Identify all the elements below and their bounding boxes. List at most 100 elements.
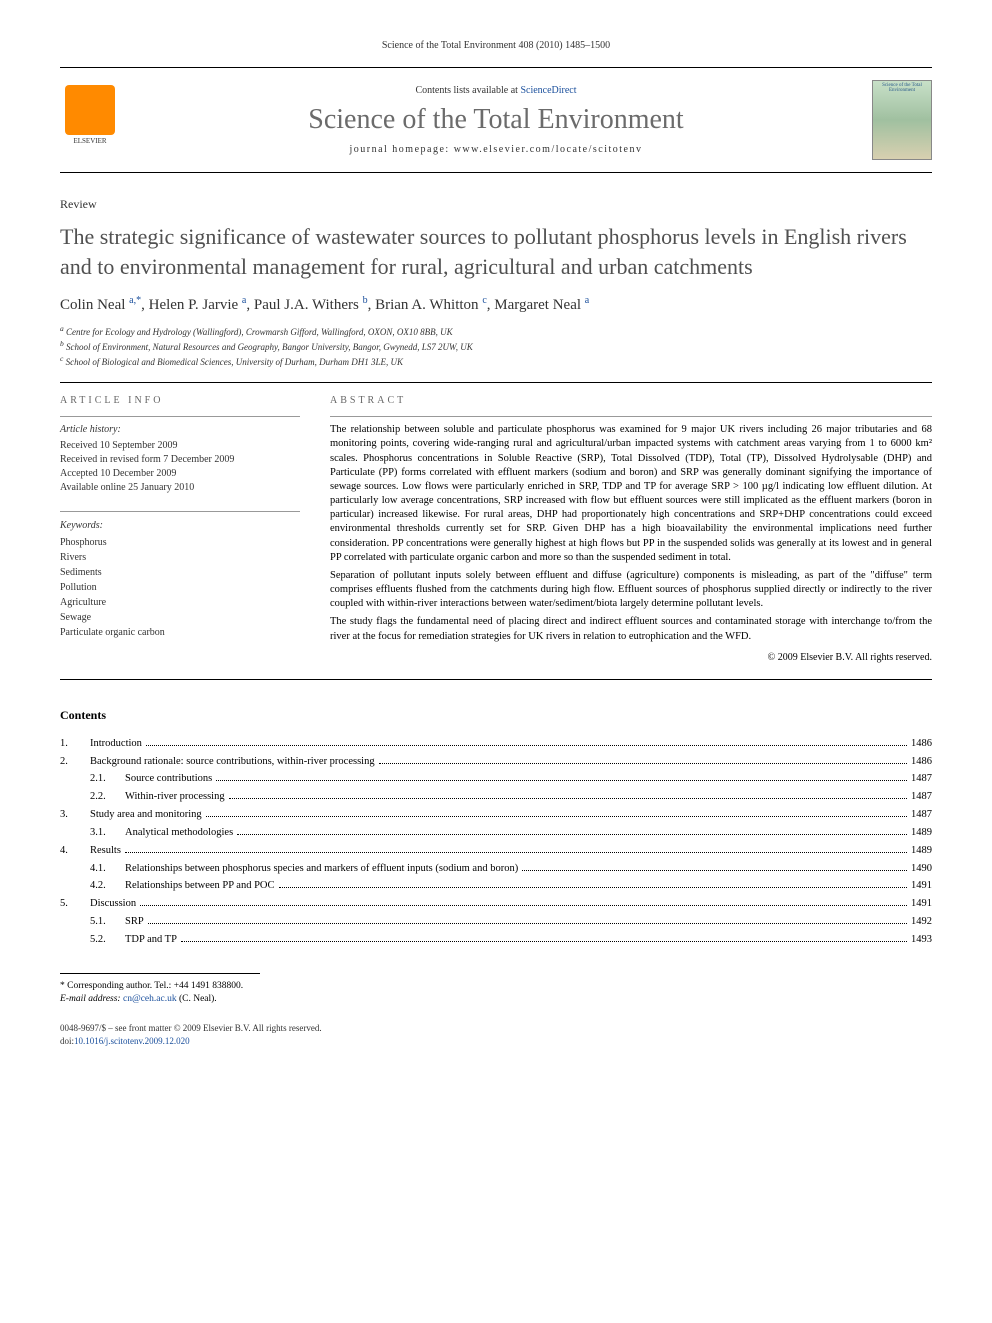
online-date: Available online 25 January 2010 (60, 481, 300, 495)
abstract-column: ABSTRACT The relationship between solubl… (330, 395, 932, 663)
keyword: Sediments (60, 565, 300, 580)
divider (60, 382, 932, 383)
toc-number: 2.2. (60, 788, 125, 806)
journal-banner: ELSEVIER Contents lists available at Sci… (60, 67, 932, 173)
article-info-heading: ARTICLE INFO (60, 395, 300, 406)
toc-label: Discussion (90, 895, 136, 913)
toc-page: 1493 (911, 931, 932, 949)
accepted-date: Accepted 10 December 2009 (60, 467, 300, 481)
toc-label: Background rationale: source contributio… (90, 753, 375, 771)
keyword: Sewage (60, 610, 300, 625)
publisher-name: ELSEVIER (73, 137, 106, 145)
toc-number: 5.1. (60, 913, 125, 931)
toc-leader-dots (237, 834, 907, 835)
toc-label: Relationships between PP and POC (125, 877, 275, 895)
author-name: Brian A. Whitton (375, 297, 478, 313)
toc-leader-dots (522, 870, 907, 871)
toc-label: Analytical methodologies (125, 824, 233, 842)
abstract-text: The relationship between soluble and par… (330, 423, 932, 644)
toc-number: 3.1. (60, 824, 125, 842)
toc-row[interactable]: 3.Study area and monitoring1487 (60, 806, 932, 824)
history-label: Article history: (60, 423, 300, 437)
toc-leader-dots (125, 852, 907, 853)
publisher-logo: ELSEVIER (60, 85, 120, 155)
abstract-para: The study flags the fundamental need of … (330, 615, 932, 643)
toc-label: Within-river processing (125, 788, 225, 806)
article-type: Review (60, 197, 932, 212)
toc-number: 4.2. (60, 877, 125, 895)
author-aff-marker: a (585, 295, 589, 306)
corresponding-author-footnote: * Corresponding author. Tel.: +44 1491 8… (60, 980, 932, 1007)
email-suffix: (C. Neal). (177, 994, 217, 1004)
affiliations: a Centre for Ecology and Hydrology (Wall… (60, 324, 932, 368)
revised-date: Received in revised form 7 December 2009 (60, 453, 300, 467)
toc-row[interactable]: 4.2.Relationships between PP and POC1491 (60, 877, 932, 895)
toc-row[interactable]: 4.1.Relationships between phosphorus spe… (60, 860, 932, 878)
toc-leader-dots (379, 763, 907, 764)
page-footer: 0048-9697/$ – see front matter © 2009 El… (60, 1022, 932, 1047)
author-name: Colin Neal (60, 297, 125, 313)
corr-label: * Corresponding author. Tel.: (60, 981, 174, 991)
toc-leader-dots (140, 905, 907, 906)
toc-label: Study area and monitoring (90, 806, 202, 824)
toc-number: 5.2. (60, 931, 125, 949)
keyword: Rivers (60, 550, 300, 565)
toc-page: 1487 (911, 806, 932, 824)
toc-page: 1491 (911, 895, 932, 913)
author-aff-marker: c (482, 295, 486, 306)
citation-text: Science of the Total Environment 408 (20… (382, 40, 610, 51)
corr-phone: +44 1491 838800. (174, 981, 243, 991)
cover-title: Science of the Total Environment (875, 83, 929, 93)
copyright-line: © 2009 Elsevier B.V. All rights reserved… (330, 652, 932, 663)
received-date: Received 10 September 2009 (60, 439, 300, 453)
doi-prefix: doi: (60, 1036, 74, 1046)
running-header: Science of the Total Environment 408 (20… (60, 40, 932, 51)
divider (60, 511, 300, 512)
keywords-label: Keywords: (60, 518, 300, 533)
toc-row[interactable]: 4.Results1489 (60, 842, 932, 860)
toc-number: 1. (60, 735, 90, 753)
footnote-divider (60, 973, 260, 974)
homepage-prefix: journal homepage: (349, 144, 453, 155)
keyword: Pollution (60, 580, 300, 595)
author-aff-marker: a (242, 295, 246, 306)
author-name: Helen P. Jarvie (149, 297, 239, 313)
sciencedirect-link[interactable]: ScienceDirect (520, 85, 576, 96)
toc-number: 2. (60, 753, 90, 771)
abstract-heading: ABSTRACT (330, 395, 932, 406)
toc-label: Introduction (90, 735, 142, 753)
toc-label: Relationships between phosphorus species… (125, 860, 518, 878)
affiliation-row: a Centre for Ecology and Hydrology (Wall… (60, 324, 932, 339)
toc-page: 1486 (911, 753, 932, 771)
article-title: The strategic significance of wastewater… (60, 222, 932, 281)
author-aff-marker: b (363, 295, 368, 306)
author-name: Margaret Neal (494, 297, 581, 313)
toc-row[interactable]: 2.2.Within-river processing1487 (60, 788, 932, 806)
toc-row[interactable]: 5.Discussion 1491 (60, 895, 932, 913)
toc-heading: Contents (60, 708, 932, 723)
toc-row[interactable]: 3.1.Analytical methodologies1489 (60, 824, 932, 842)
toc-leader-dots (146, 745, 907, 746)
toc-leader-dots (181, 941, 907, 942)
toc-row[interactable]: 2.1.Source contributions1487 (60, 770, 932, 788)
toc-row[interactable]: 2.Background rationale: source contribut… (60, 753, 932, 771)
homepage-line: journal homepage: www.elsevier.com/locat… (120, 144, 872, 155)
toc-row[interactable]: 5.1.SRP1492 (60, 913, 932, 931)
toc-leader-dots (229, 798, 907, 799)
toc-label: Results (90, 842, 121, 860)
article-history: Article history: Received 10 September 2… (60, 423, 300, 495)
doi-link[interactable]: 10.1016/j.scitotenv.2009.12.020 (74, 1036, 190, 1046)
corr-email-link[interactable]: cn@ceh.ac.uk (123, 994, 177, 1004)
toc-leader-dots (206, 816, 907, 817)
toc-label: TDP and TP (125, 931, 177, 949)
toc-label: SRP (125, 913, 144, 931)
toc-row[interactable]: 5.2.TDP and TP 1493 (60, 931, 932, 949)
toc-row[interactable]: 1.Introduction1486 (60, 735, 932, 753)
info-abstract-row: ARTICLE INFO Article history: Received 1… (60, 395, 932, 663)
abstract-para: Separation of pollutant inputs solely be… (330, 569, 932, 612)
keyword: Phosphorus (60, 535, 300, 550)
table-of-contents: 1.Introduction14862.Background rationale… (60, 735, 932, 949)
toc-label: Source contributions (125, 770, 212, 788)
toc-number: 5. (60, 895, 90, 913)
divider (330, 416, 932, 417)
